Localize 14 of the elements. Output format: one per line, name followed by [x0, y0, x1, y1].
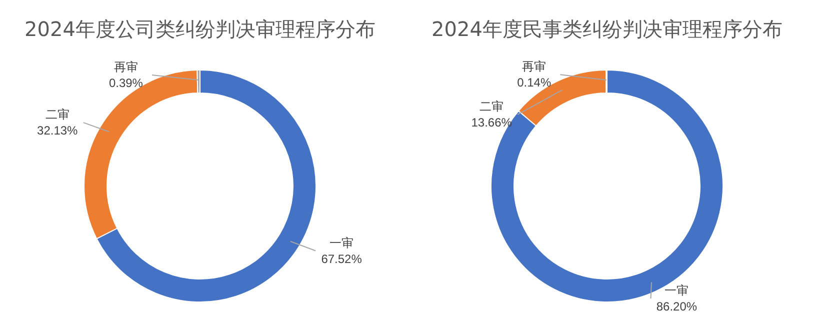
slice-label: 一审 [664, 284, 689, 298]
chart-title: 2024年度公司类纠纷判决审理程序分布 [24, 17, 376, 41]
data-label: 0.39% [108, 76, 144, 90]
data-label: 86.20% [656, 300, 698, 314]
data-label: 32.13% [37, 124, 78, 138]
slice-label: 再审 [114, 60, 138, 74]
slice-label: 再审 [522, 60, 546, 74]
data-label: 0.14% [517, 76, 552, 90]
slice-label: 一审 [330, 236, 354, 250]
slice-label: 二审 [45, 108, 70, 122]
chart-title: 2024年度民事类纠纷判决审理程序分布 [432, 17, 782, 41]
slice-label: 二审 [480, 100, 504, 114]
data-label: 67.52% [321, 252, 362, 266]
data-label: 13.66% [471, 116, 512, 130]
